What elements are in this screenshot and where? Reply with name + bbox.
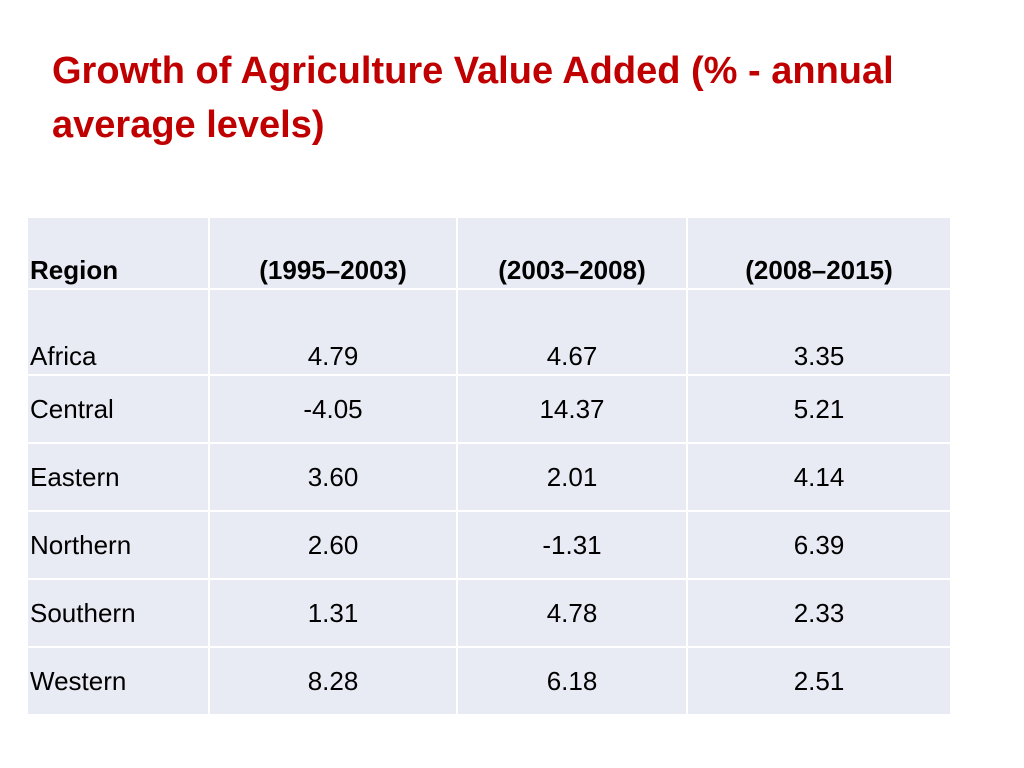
data-table: Region (1995–2003) (2003–2008) (2008–201… [26, 216, 952, 716]
header-1995-2003: (1995–2003) [208, 216, 458, 290]
value-cell: 2.01 [456, 442, 688, 512]
value-cell: 4.78 [456, 578, 688, 648]
value-cell: 3.60 [208, 442, 458, 512]
table-row-eastern: Eastern 3.60 2.01 4.14 [26, 442, 952, 512]
value-cell: 1.31 [208, 578, 458, 648]
value-cell: 2.51 [686, 646, 952, 716]
value-cell: 6.18 [456, 646, 688, 716]
region-cell: Western [26, 646, 210, 716]
region-cell: Africa [26, 288, 210, 376]
value-cell: 2.60 [208, 510, 458, 580]
value-cell: 14.37 [456, 374, 688, 444]
header-2003-2008: (2003–2008) [456, 216, 688, 290]
value-cell: 8.28 [208, 646, 458, 716]
region-cell: Eastern [26, 442, 210, 512]
value-cell: -1.31 [456, 510, 688, 580]
header-region: Region [26, 216, 210, 290]
value-cell: 4.14 [686, 442, 952, 512]
value-cell: 4.79 [208, 288, 458, 376]
value-cell: 2.33 [686, 578, 952, 648]
value-cell: 6.39 [686, 510, 952, 580]
table-header-row: Region (1995–2003) (2003–2008) (2008–201… [26, 216, 952, 290]
value-cell: 5.21 [686, 374, 952, 444]
header-2008-2015: (2008–2015) [686, 216, 952, 290]
region-cell: Southern [26, 578, 210, 648]
value-cell: -4.05 [208, 374, 458, 444]
table-row-central: Central -4.05 14.37 5.21 [26, 374, 952, 444]
table-row-southern: Southern 1.31 4.78 2.33 [26, 578, 952, 648]
value-cell: 3.35 [686, 288, 952, 376]
value-cell: 4.67 [456, 288, 688, 376]
table-row-northern: Northern 2.60 -1.31 6.39 [26, 510, 952, 580]
region-cell: Central [26, 374, 210, 444]
region-cell: Northern [26, 510, 210, 580]
table-row-western: Western 8.28 6.18 2.51 [26, 646, 952, 716]
slide-title: Growth of Agriculture Value Added (% - a… [52, 50, 894, 146]
table-row-africa: Africa 4.79 4.67 3.35 [26, 288, 952, 376]
